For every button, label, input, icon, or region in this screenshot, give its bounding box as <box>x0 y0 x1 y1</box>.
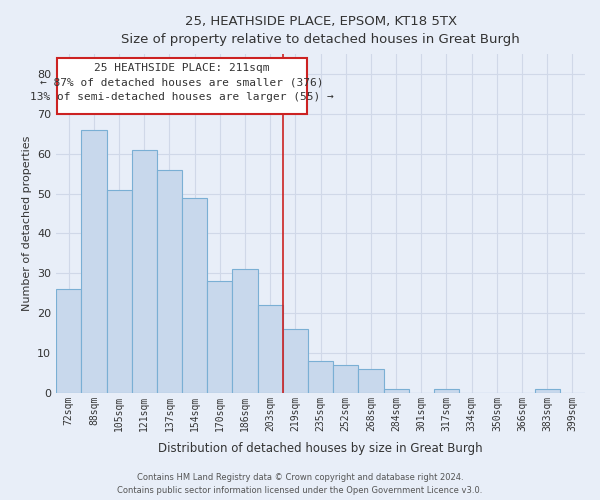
Text: 25 HEATHSIDE PLACE: 211sqm: 25 HEATHSIDE PLACE: 211sqm <box>94 63 270 73</box>
Bar <box>358 369 383 393</box>
Bar <box>56 289 82 393</box>
Bar <box>308 361 333 393</box>
Bar <box>535 389 560 393</box>
Bar <box>283 329 308 393</box>
Title: 25, HEATHSIDE PLACE, EPSOM, KT18 5TX
Size of property relative to detached house: 25, HEATHSIDE PLACE, EPSOM, KT18 5TX Siz… <box>121 15 520 46</box>
Bar <box>333 365 358 393</box>
Bar <box>434 389 459 393</box>
Text: 13% of semi-detached houses are larger (55) →: 13% of semi-detached houses are larger (… <box>30 92 334 102</box>
Bar <box>107 190 132 393</box>
Y-axis label: Number of detached properties: Number of detached properties <box>22 136 32 311</box>
Bar <box>56 58 307 114</box>
Bar <box>383 389 409 393</box>
Bar <box>157 170 182 393</box>
Bar <box>257 305 283 393</box>
Text: ← 87% of detached houses are smaller (376): ← 87% of detached houses are smaller (37… <box>40 78 324 88</box>
Bar <box>132 150 157 393</box>
Text: Contains HM Land Registry data © Crown copyright and database right 2024.
Contai: Contains HM Land Registry data © Crown c… <box>118 474 482 495</box>
Bar <box>232 270 257 393</box>
Bar <box>82 130 107 393</box>
Bar <box>182 198 207 393</box>
X-axis label: Distribution of detached houses by size in Great Burgh: Distribution of detached houses by size … <box>158 442 483 455</box>
Bar <box>207 282 232 393</box>
